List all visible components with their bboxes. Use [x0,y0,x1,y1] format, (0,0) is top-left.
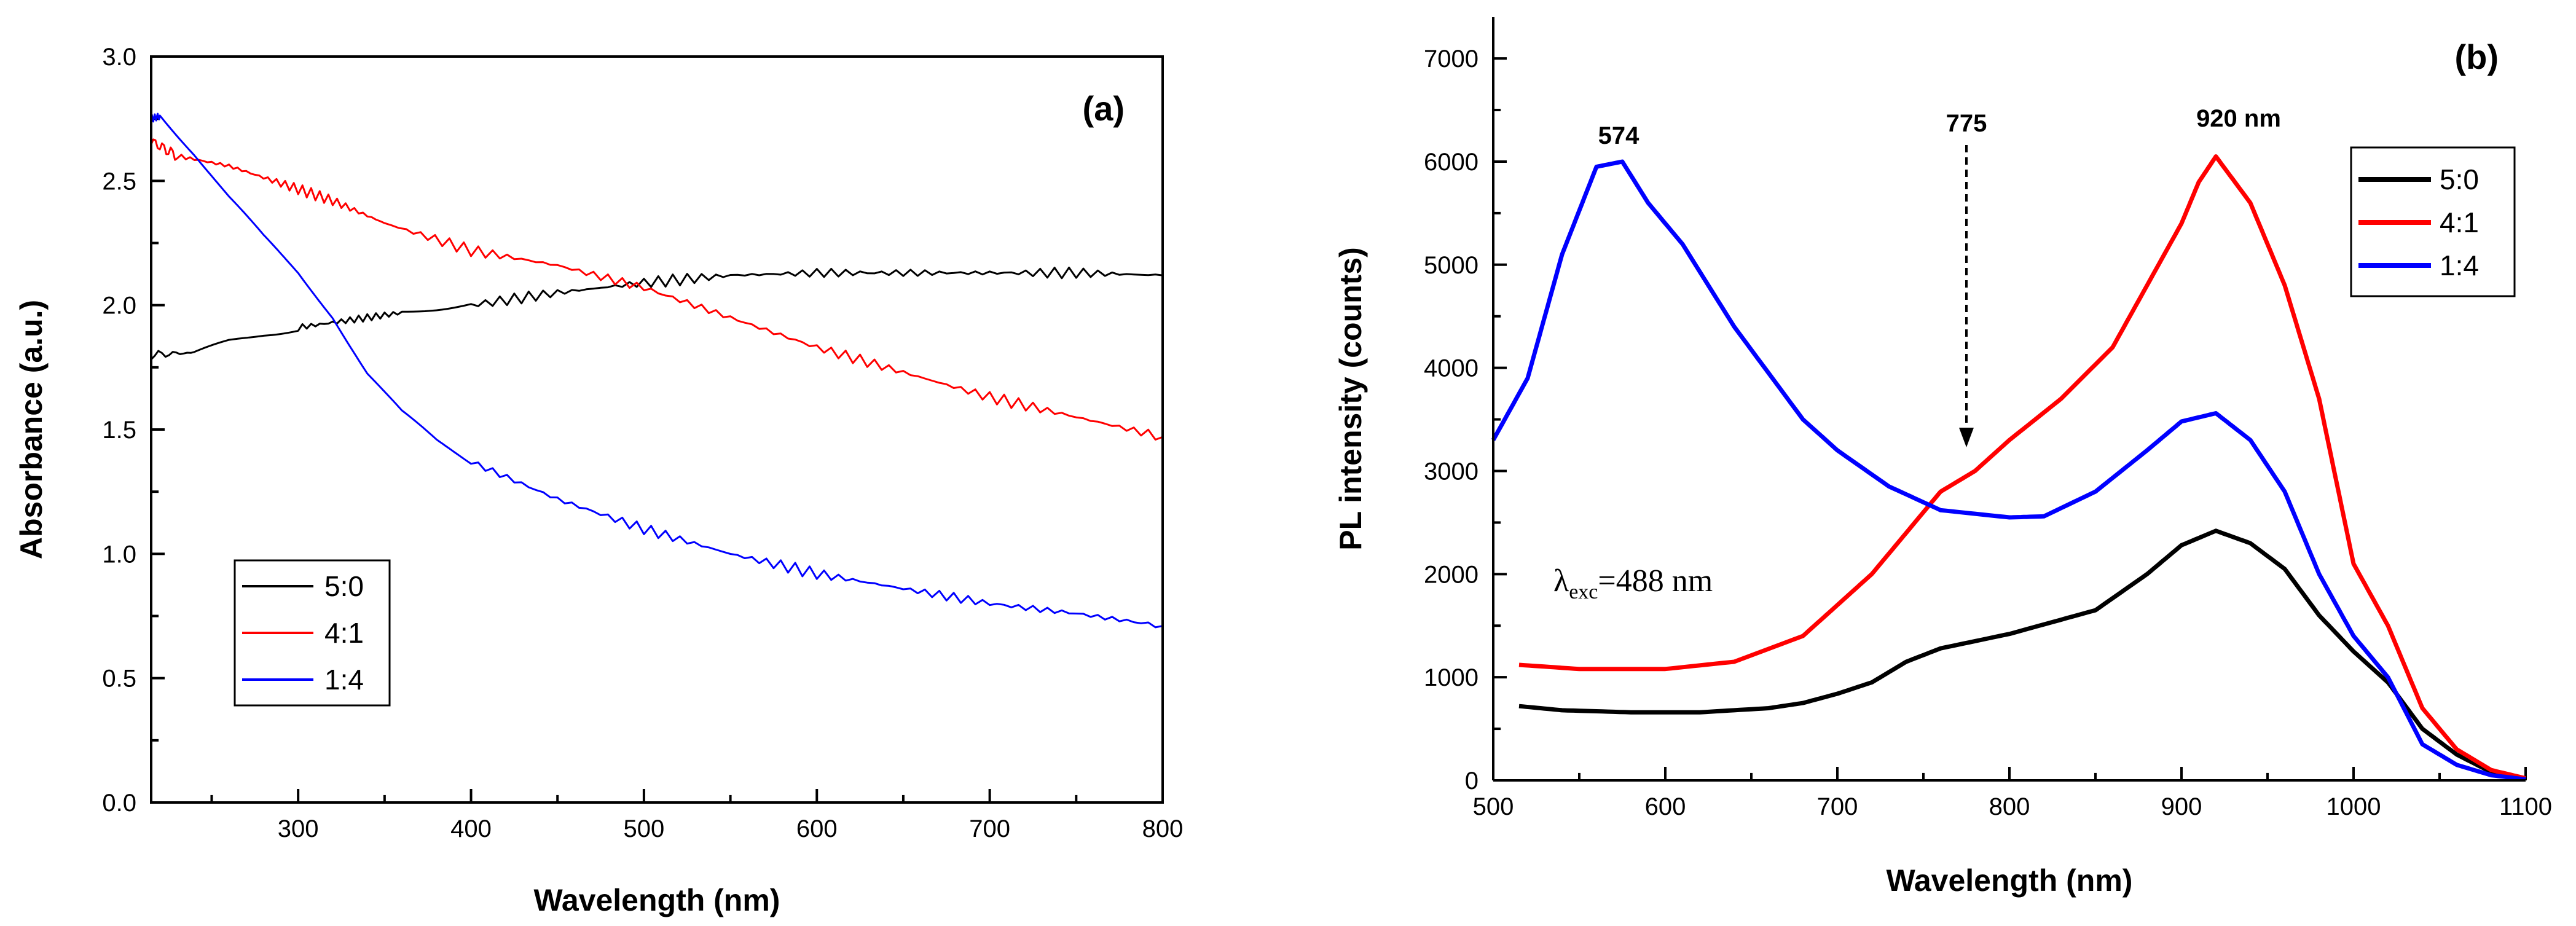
y-tick-label-a: 0.0 [102,790,136,817]
x-tick-label-b: 1100 [2499,793,2552,820]
legend-label-b-4-1: 4:1 [2440,206,2479,238]
legend-label-b-5-0: 5:0 [2440,163,2479,195]
annotation-peak-775: 775 [1946,110,1987,137]
y-tick-label-b: 0 [1465,767,1478,795]
y-tick-label-b: 6000 [1424,149,1478,176]
x-axis-title-b: Wavelength (nm) [1887,863,2133,898]
legend-label-b-1-4: 1:4 [2440,249,2479,281]
y-axis-title-b: PL intensity (counts) [1333,247,1368,551]
legend-label-4-1: 4:1 [324,617,364,649]
lambda-symbol: λ [1553,563,1569,598]
annotation-peak-574: 574 [1598,122,1639,149]
panel-a-series [150,112,1163,629]
y-tick-label-b: 1000 [1424,664,1478,691]
x-tick-label-b: 1000 [2327,793,2381,820]
y-tick-label-b: 5000 [1424,252,1478,279]
panel-label-b: (b) [2454,37,2499,76]
x-tick-label-b: 600 [1645,793,1686,820]
x-tick-label-b: 500 [1473,793,1514,820]
y-tick-label-b: 3000 [1424,458,1478,485]
legend-b: 5:0 4:1 1:4 [2350,146,2516,297]
x-tick-label-b: 900 [2161,793,2202,820]
series-b-4-1 [1518,154,2526,781]
series-a-1-4 [150,112,1163,629]
x-tick-label-a: 500 [624,815,665,842]
legend-a: 5:0 4:1 1:4 [234,559,391,707]
panel-b-series [1491,154,2526,782]
panel-a-absorbance-chart: 300 400 500 600 700 8000.00.51.01.52.02.53.0 … [14,44,1183,917]
panel-b-pl-chart: 500 600 700 800 900 1000 1100 0 1000 2000 3000 4000… [1333,17,2552,898]
lambda-value: =488 nm [1598,563,1713,598]
lambda-subscript: exc [1569,581,1598,603]
plot-frame-a [150,55,1164,804]
x-tick-label-a: 700 [969,815,1010,842]
x-tick-label-a: 400 [450,815,492,842]
panel-b-ticks: 500 600 700 800 900 1000 1100 0 1000 2000 3000 4000… [1424,45,2552,820]
y-tick-label-a: 1.0 [102,541,136,568]
series-a-4-1 [150,138,1163,441]
legend-label-5-0: 5:0 [324,570,364,602]
x-tick-label-b: 800 [1989,793,2030,820]
x-tick-label-a: 600 [796,815,838,842]
series-a-5-0 [150,266,1163,360]
y-tick-label-b: 7000 [1424,45,1478,73]
x-axis-title-a: Wavelength (nm) [534,883,780,917]
x-tick-label-a: 800 [1142,815,1184,842]
annotation-excitation: λexc=488 nm [1553,563,1713,603]
x-tick-label-a: 300 [278,815,319,842]
y-tick-label-a: 2.5 [102,168,136,195]
y-tick-label-a: 2.0 [102,292,136,320]
panel-a-ticks: 300 400 500 600 700 800 0.0 0.5 1.0 1.5 2.0 2.5 3.0 [102,44,1183,842]
panel-label-a: (a) [1083,89,1125,128]
y-tick-label-a: 3.0 [102,44,136,71]
annotation-arrowhead-775 [1959,428,1974,447]
annotation-peak-920: 920 nm [2196,105,2281,132]
y-tick-label-b: 2000 [1424,561,1478,588]
y-tick-label-a: 1.5 [102,417,136,444]
y-tick-label-b: 4000 [1424,355,1478,382]
x-tick-label-b: 700 [1817,793,1858,820]
legend-label-1-4: 1:4 [324,664,364,696]
series-b-1-4 [1491,159,2526,782]
y-axis-title-a: Absorbance (a.u.) [14,300,49,559]
y-tick-label-a: 0.5 [102,665,136,693]
